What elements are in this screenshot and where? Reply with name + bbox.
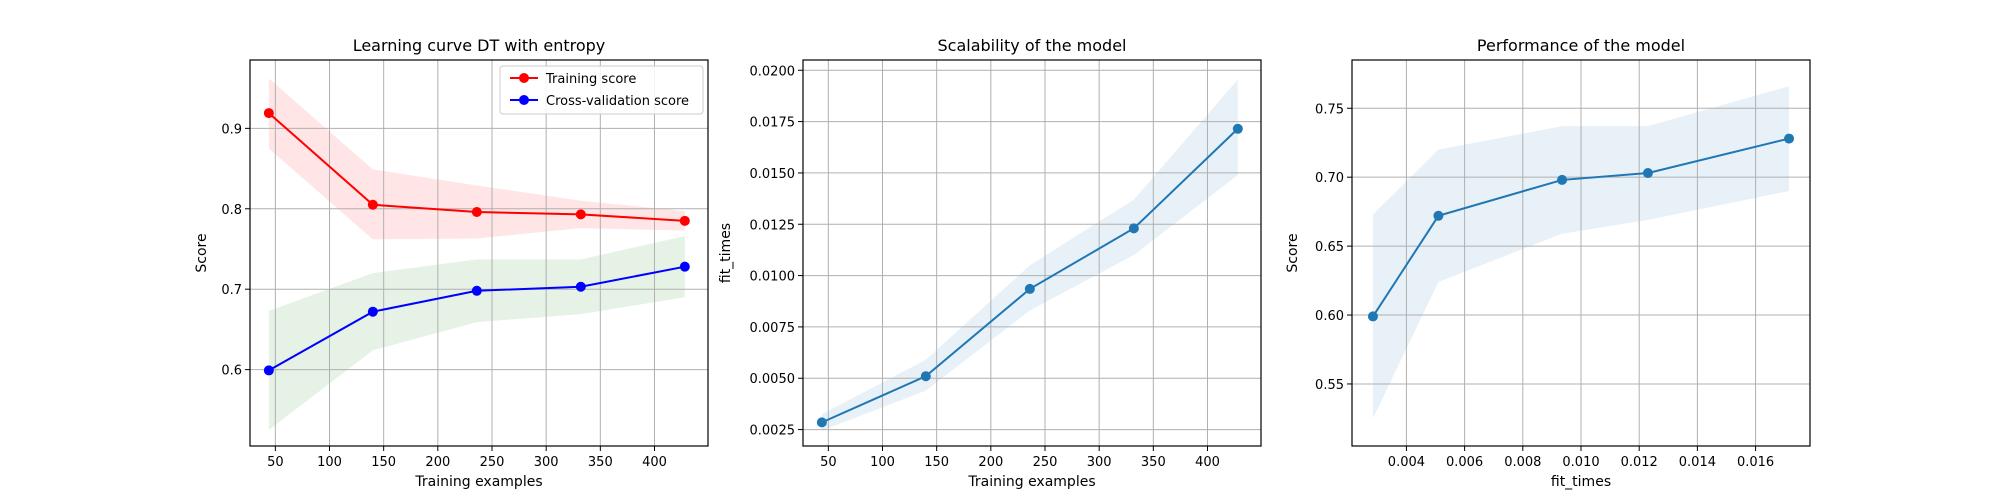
y-tick-label: 0.7 — [221, 283, 242, 298]
y-tick-label: 0.0100 — [750, 270, 796, 285]
x-tick-label: 400 — [1195, 455, 1220, 470]
x-axis-label: Training examples — [414, 474, 542, 490]
x-tick-label: 200 — [425, 455, 450, 470]
y-axis-label: fit_times — [718, 223, 734, 283]
x-tick-label: 200 — [978, 455, 1003, 470]
x-tick-label: 150 — [924, 455, 949, 470]
data-point — [679, 261, 690, 272]
y-tick-label: 0.9 — [221, 122, 242, 137]
x-axis-label: Training examples — [967, 474, 1095, 490]
legend-marker — [519, 73, 529, 83]
chart-panel-2: 50 100 150 200 250 300 350 400 0.0025 0.0050 0.007… — [718, 36, 1262, 490]
x-axis-label: fit_times — [1551, 474, 1611, 490]
data-point — [1232, 123, 1243, 134]
data-point — [367, 199, 378, 210]
y-tick-label: 0.0025 — [750, 424, 796, 439]
legend-entry-label: Training score — [545, 72, 636, 87]
axes-frame — [249, 59, 709, 447]
x-tick-label: 300 — [534, 455, 559, 470]
x-tick-label: 0.010 — [1562, 455, 1599, 470]
y-tick-label: 0.55 — [1315, 378, 1344, 393]
data-point — [1024, 283, 1035, 294]
data-point — [1128, 223, 1139, 234]
x-tick-label: 300 — [1087, 455, 1112, 470]
data-point — [367, 306, 378, 317]
y-tick-label: 0.65 — [1315, 240, 1344, 255]
chart-title: Learning curve DT with entropy — [353, 36, 606, 55]
legend-entry-label: Cross-validation score — [546, 94, 689, 109]
x-tick-label: 0.008 — [1504, 455, 1541, 470]
axes-frame — [802, 59, 1262, 447]
x-tick-label: 50 — [267, 455, 284, 470]
data-point — [816, 417, 827, 428]
y-tick-label: 0.60 — [1315, 309, 1344, 324]
x-tick-label: 150 — [371, 455, 396, 470]
confidence-band — [1372, 86, 1790, 419]
data-point — [263, 365, 274, 376]
data-point — [471, 285, 482, 296]
y-tick-label: 0.0075 — [750, 321, 796, 336]
data-point — [1784, 133, 1795, 144]
x-tick-label: 100 — [317, 455, 342, 470]
data-point — [1433, 210, 1444, 221]
data-point — [471, 206, 482, 217]
data-point — [679, 215, 690, 226]
x-tick-label: 250 — [1033, 455, 1058, 470]
chart-title: Scalability of the model — [938, 36, 1127, 55]
x-tick-label: 350 — [588, 455, 613, 470]
y-axis-label: Score — [1285, 233, 1301, 272]
y-tick-label: 0.70 — [1315, 171, 1344, 186]
y-tick-label: 0.0050 — [750, 372, 796, 387]
x-tick-label: 250 — [480, 455, 505, 470]
x-tick-label: 350 — [1141, 455, 1166, 470]
y-tick-label: 0.0125 — [750, 218, 796, 233]
y-tick-label: 0.75 — [1315, 102, 1344, 117]
chart-panel-1: 50 100 150 200 250 300 350 400 0.6 0.7 0.8 0.9 Learn… — [194, 36, 709, 490]
data-point — [1367, 311, 1378, 322]
legend-marker — [519, 95, 529, 105]
y-tick-label: 0.0150 — [750, 167, 796, 182]
y-tick-label: 0.0200 — [750, 64, 796, 79]
y-tick-label: 0.6 — [221, 364, 242, 379]
data-point — [920, 371, 931, 382]
x-tick-label: 50 — [820, 455, 837, 470]
x-tick-label: 400 — [642, 455, 667, 470]
data-point — [575, 281, 586, 292]
y-axis-label: Score — [194, 233, 210, 272]
x-tick-label: 0.012 — [1621, 455, 1658, 470]
data-point — [263, 108, 274, 119]
y-tick-label: 0.8 — [221, 203, 242, 218]
data-point — [1557, 174, 1568, 185]
chart-title: Performance of the model — [1477, 36, 1685, 55]
y-tick-label: 0.0175 — [750, 116, 796, 131]
x-tick-label: 100 — [870, 455, 895, 470]
legend: Training score Cross-validation score — [499, 65, 704, 115]
confidence-band — [268, 78, 685, 240]
data-point — [1642, 168, 1653, 179]
chart-panel-3: 0.004 0.006 0.008 0.010 0.012 0.014 0.016 0.55 0… — [1285, 36, 1811, 490]
data-point — [575, 209, 586, 220]
confidence-band — [821, 79, 1238, 431]
x-tick-label: 0.004 — [1388, 455, 1425, 470]
x-tick-label: 0.006 — [1446, 455, 1483, 470]
legend-box — [499, 65, 704, 115]
x-tick-label: 0.016 — [1737, 455, 1774, 470]
x-tick-label: 0.014 — [1679, 455, 1716, 470]
